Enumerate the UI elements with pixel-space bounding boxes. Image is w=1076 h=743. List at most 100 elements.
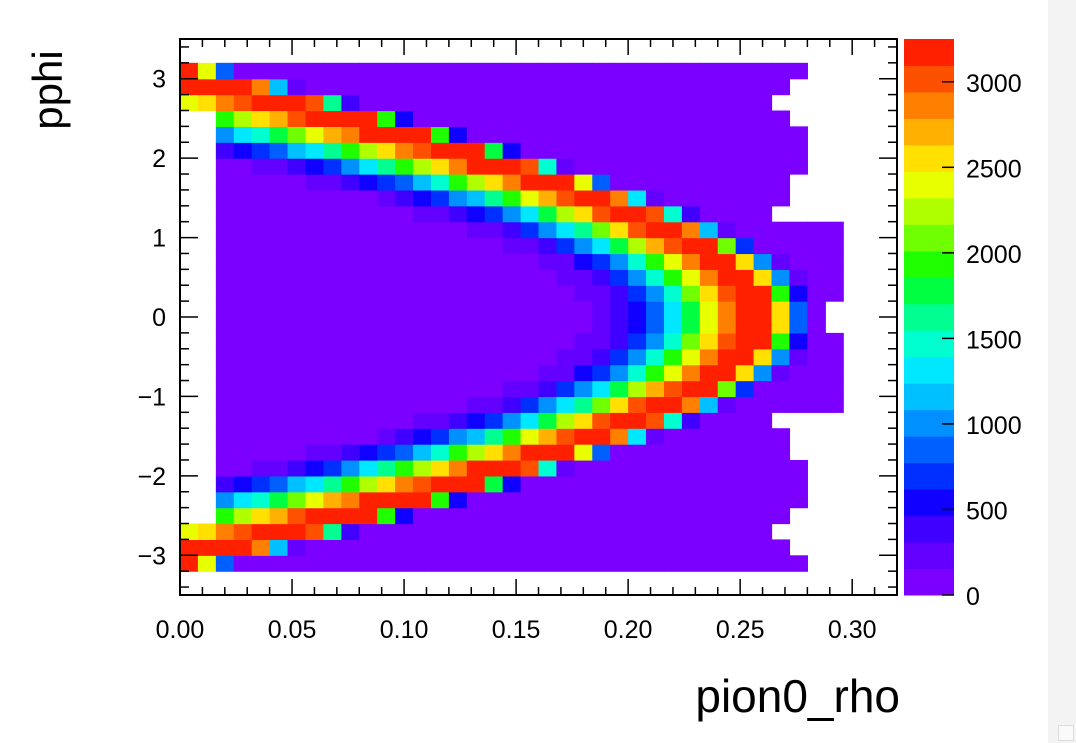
heatmap-cell xyxy=(305,491,325,509)
heatmap-cell xyxy=(269,78,289,96)
heatmap-cell xyxy=(430,523,450,540)
heatmap-cell xyxy=(287,221,307,239)
heatmap-cell xyxy=(592,253,611,270)
heatmap-cell xyxy=(717,412,737,429)
heatmap-cell xyxy=(735,555,755,572)
heatmap-cell xyxy=(466,158,486,175)
colorbar-swatch xyxy=(904,171,954,199)
heatmap-cell xyxy=(538,189,558,207)
heatmap-cell xyxy=(825,221,844,239)
heatmap-cell xyxy=(699,555,719,572)
heatmap-cell xyxy=(520,174,540,191)
heatmap-cell xyxy=(753,507,773,525)
heatmap-cell xyxy=(538,269,558,286)
heatmap-cell xyxy=(413,301,432,318)
heatmap-cell xyxy=(825,285,844,302)
heatmap-cell xyxy=(556,459,575,477)
heatmap-cell xyxy=(681,507,701,525)
heatmap-cell xyxy=(251,62,271,80)
heatmap-cell xyxy=(430,62,450,80)
heatmap-cell xyxy=(269,364,289,382)
heatmap-cell xyxy=(233,507,253,525)
heatmap-cell xyxy=(359,364,378,382)
heatmap-cell xyxy=(502,507,522,525)
heatmap-cell xyxy=(717,158,737,175)
vertical-scrollbar[interactable] xyxy=(1048,0,1076,743)
heatmap-cell xyxy=(484,301,504,318)
heatmap-cell xyxy=(735,428,755,445)
heatmap-cell xyxy=(825,332,844,350)
heatmap-cell xyxy=(807,348,826,366)
heatmap-cell xyxy=(556,285,575,302)
heatmap-cell xyxy=(592,491,611,509)
heatmap-cell xyxy=(807,221,826,239)
heatmap-cell xyxy=(377,62,396,80)
heatmap-cell xyxy=(574,507,593,525)
heatmap-cell xyxy=(287,62,307,80)
heatmap-cell xyxy=(681,412,701,429)
heatmap-cell xyxy=(628,348,647,366)
heatmap-cell xyxy=(753,539,773,556)
heatmap-cell xyxy=(341,205,360,223)
heatmap-cell xyxy=(341,491,360,509)
heatmap-cell xyxy=(538,380,558,398)
heatmap-cell xyxy=(323,475,342,493)
heatmap-cell xyxy=(592,110,611,127)
heatmap-cell xyxy=(717,475,737,493)
heatmap-cell xyxy=(359,380,378,398)
heatmap-cell xyxy=(663,428,683,445)
heatmap-cell xyxy=(341,364,360,382)
heatmap-cell xyxy=(771,285,791,302)
heatmap-cell xyxy=(646,428,665,445)
heatmap-cell xyxy=(430,539,450,556)
heatmap-cell xyxy=(305,523,325,540)
heatmap-cell xyxy=(197,94,217,112)
heatmap-cell xyxy=(323,444,342,461)
heatmap-cell xyxy=(484,285,504,302)
heatmap-cell xyxy=(610,142,629,159)
heatmap-cell xyxy=(323,396,342,413)
heatmap-cell xyxy=(305,301,325,318)
heatmap-cell xyxy=(735,253,755,270)
heatmap-cell xyxy=(341,110,360,127)
heatmap-cell xyxy=(646,110,665,127)
heatmap-cell xyxy=(359,428,378,445)
heatmap-cell xyxy=(305,459,325,477)
heatmap-cell xyxy=(610,285,629,302)
heatmap-cell xyxy=(574,396,593,413)
heatmap-cell xyxy=(251,189,271,207)
heatmap-cell xyxy=(574,269,593,286)
heatmap-cell xyxy=(323,189,342,207)
heatmap-cell xyxy=(502,428,522,445)
heatmap-cell xyxy=(251,110,271,127)
colorbar-swatch xyxy=(904,330,954,358)
heatmap-cell xyxy=(413,332,432,350)
heatmap-cell xyxy=(287,444,307,461)
heatmap-cell xyxy=(377,205,396,223)
heatmap-cell xyxy=(233,444,253,461)
heatmap-cell xyxy=(502,205,522,223)
heatmap-cell xyxy=(341,380,360,398)
colorbar-tick-label: 500 xyxy=(966,497,1008,525)
heatmap-cell xyxy=(663,205,683,223)
heatmap-cell xyxy=(413,444,432,461)
colorbar-swatch xyxy=(904,303,954,331)
heatmap-cell xyxy=(484,428,504,445)
heatmap-cell xyxy=(735,189,755,207)
heatmap-cell xyxy=(466,110,486,127)
heatmap-cell xyxy=(681,269,701,286)
heatmap-cell xyxy=(663,348,683,366)
heatmap-cell xyxy=(215,507,235,525)
heatmap-cell xyxy=(610,126,629,143)
heatmap-cell xyxy=(448,475,468,493)
heatmap-cell xyxy=(735,412,755,429)
heatmap-cell xyxy=(663,237,683,255)
heatmap-cell xyxy=(413,475,432,493)
heatmap-cell xyxy=(466,78,486,96)
heatmap-cell xyxy=(502,491,522,509)
heatmap-cell xyxy=(610,253,629,270)
heatmap-cell xyxy=(699,110,719,127)
heatmap-cell xyxy=(789,396,808,413)
heatmap-cell xyxy=(448,78,468,96)
heatmap-cell xyxy=(215,475,235,493)
